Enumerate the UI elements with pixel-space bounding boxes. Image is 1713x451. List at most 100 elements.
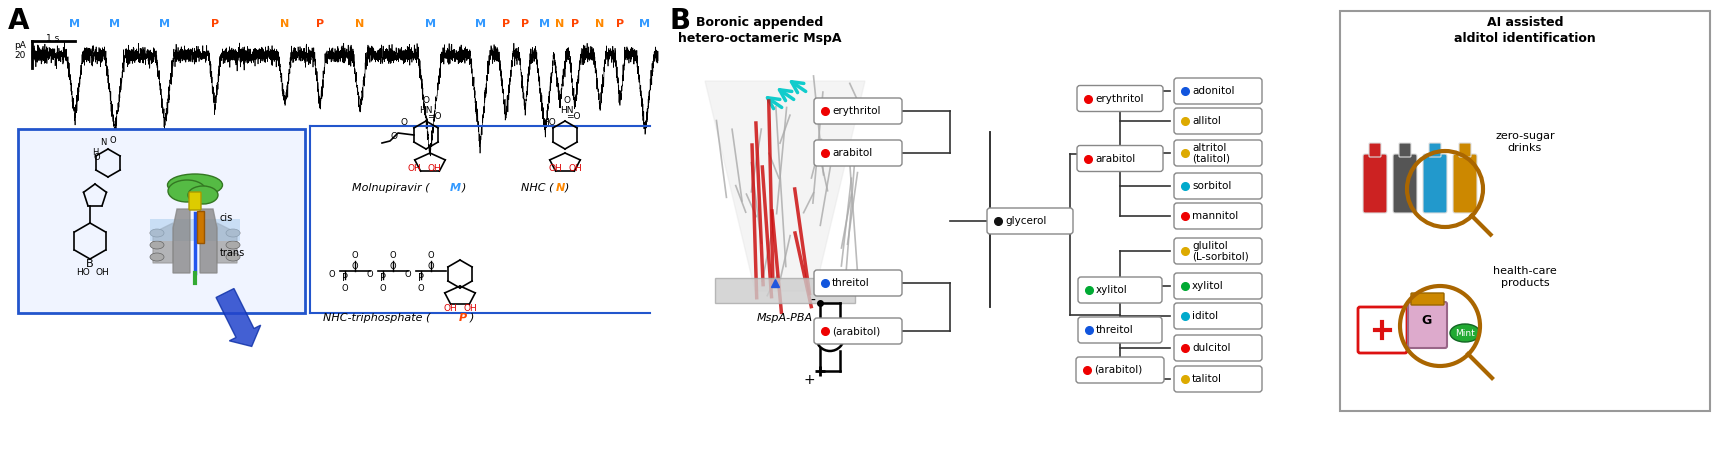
Text: N: N [596,19,605,29]
FancyBboxPatch shape [1077,86,1163,111]
Text: zero-sugar
drinks: zero-sugar drinks [1495,131,1555,152]
Text: G: G [1422,314,1432,327]
FancyBboxPatch shape [1173,78,1262,104]
Text: OH: OH [427,164,440,173]
Ellipse shape [226,253,240,261]
Text: N: N [355,19,365,29]
Text: ): ) [565,183,569,193]
Text: OH: OH [96,268,110,277]
Text: O: O [564,96,570,105]
Text: (arabitol): (arabitol) [1095,365,1143,375]
Text: P: P [459,313,468,323]
FancyBboxPatch shape [1076,357,1165,383]
Text: P: P [380,273,385,283]
Text: MspA-PBA: MspA-PBA [757,313,814,323]
Text: altritol
(talitol): altritol (talitol) [1192,143,1230,163]
FancyBboxPatch shape [1173,303,1262,329]
Text: B: B [86,259,94,269]
Text: allitol: allitol [1192,116,1221,126]
FancyBboxPatch shape [1408,302,1447,348]
FancyBboxPatch shape [814,140,903,166]
Ellipse shape [1449,324,1480,342]
Text: threitol: threitol [1096,325,1134,335]
FancyBboxPatch shape [1400,143,1412,157]
FancyBboxPatch shape [1077,317,1161,343]
Text: O: O [401,118,408,127]
Text: OH: OH [444,304,457,313]
Text: A: A [9,7,29,35]
Circle shape [815,323,845,351]
FancyBboxPatch shape [814,270,903,296]
FancyBboxPatch shape [1173,140,1262,166]
Text: B: B [670,7,690,35]
Ellipse shape [226,229,240,237]
FancyBboxPatch shape [1369,143,1381,157]
Text: O: O [110,136,116,145]
Polygon shape [152,223,173,263]
Text: N: N [99,138,106,147]
Text: M: M [540,19,550,29]
Text: N: N [555,19,565,29]
FancyBboxPatch shape [1393,154,1417,213]
FancyBboxPatch shape [1173,108,1262,134]
Polygon shape [706,81,865,291]
Text: P: P [418,273,425,283]
Text: P: P [570,19,579,29]
Text: N: N [555,183,565,193]
Text: P: P [343,273,348,283]
FancyBboxPatch shape [19,129,305,313]
Text: M: M [475,19,485,29]
Text: M: M [159,19,171,29]
FancyBboxPatch shape [1173,203,1262,229]
Ellipse shape [168,180,206,202]
Ellipse shape [151,241,164,249]
Text: O: O [389,262,396,271]
Text: +: + [803,373,815,387]
FancyBboxPatch shape [1173,273,1262,299]
Text: O: O [351,262,358,271]
Text: O: O [367,270,373,279]
Polygon shape [218,223,236,263]
Text: O: O [428,251,435,260]
Text: mannitol: mannitol [1192,211,1238,221]
Text: P: P [315,19,324,29]
FancyBboxPatch shape [1453,154,1477,213]
Text: HO: HO [75,268,89,277]
Text: O: O [428,262,435,271]
Text: Molnupiravir (: Molnupiravir ( [353,183,430,193]
Text: dulcitol: dulcitol [1192,343,1230,353]
FancyBboxPatch shape [1358,307,1406,353]
Text: trans: trans [219,248,245,258]
Text: P: P [521,19,529,29]
FancyBboxPatch shape [1429,143,1441,157]
FancyBboxPatch shape [1424,154,1447,213]
FancyBboxPatch shape [814,318,903,344]
Text: glycerol: glycerol [1006,216,1047,226]
Text: OH: OH [548,164,562,173]
Text: =O: =O [427,112,442,121]
Text: ): ) [469,313,475,323]
Text: O: O [391,132,397,141]
FancyBboxPatch shape [1173,173,1262,199]
Text: ): ) [463,183,466,193]
Text: erythritol: erythritol [833,106,880,116]
Text: HO: HO [541,118,557,127]
Text: O: O [329,270,336,279]
Text: arabitol: arabitol [833,148,872,158]
Text: health-care
products: health-care products [1494,266,1557,288]
FancyBboxPatch shape [151,219,240,241]
Text: Mint: Mint [1454,328,1475,337]
FancyBboxPatch shape [1077,146,1163,171]
Text: O: O [94,153,101,162]
Text: OH: OH [408,164,421,173]
Text: NHC-triphosphate (: NHC-triphosphate ( [322,313,430,323]
Text: O: O [351,251,358,260]
Text: (arabitol): (arabitol) [833,326,880,336]
Ellipse shape [168,174,223,196]
Text: 1 s: 1 s [46,34,60,43]
Text: talitol: talitol [1192,374,1221,384]
Text: P: P [211,19,219,29]
Text: OH: OH [463,304,476,313]
FancyArrow shape [216,289,260,346]
Ellipse shape [151,253,164,261]
